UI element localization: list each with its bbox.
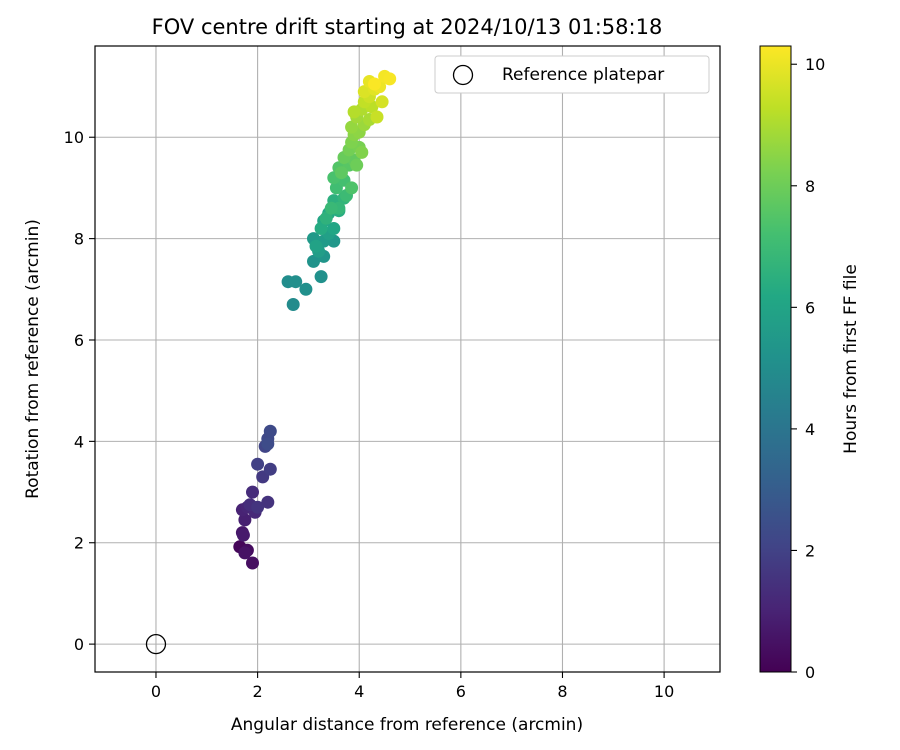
data-point — [324, 201, 338, 215]
data-point — [246, 556, 259, 570]
colorbar-tick-label: 10 — [805, 55, 825, 74]
data-point — [286, 298, 300, 311]
data-point — [327, 222, 341, 235]
data-point — [375, 95, 389, 109]
x-tick-label: 8 — [557, 682, 567, 701]
plot-frame — [94, 45, 721, 673]
colorbar-tick-label: 0 — [805, 663, 815, 682]
data-point — [368, 77, 381, 91]
data-point — [289, 275, 303, 289]
data-point — [263, 424, 277, 438]
legend: Reference platepar — [434, 55, 710, 94]
y-axis-ticks: 0 2 4 6 8 10 — [64, 128, 95, 654]
grid — [95, 46, 720, 672]
colorbar-label: Hours from first FF file — [841, 264, 861, 454]
data-point — [261, 437, 275, 451]
y-tick-label: 8 — [74, 230, 84, 249]
data-point — [299, 282, 313, 296]
data-point — [236, 528, 250, 542]
x-tick-label: 4 — [354, 682, 364, 701]
data-point — [261, 495, 275, 509]
data-point — [347, 105, 361, 119]
data-point — [251, 457, 265, 471]
data-point — [309, 239, 323, 253]
legend-marker-icon — [452, 64, 474, 86]
x-axis-ticks: 0 2 4 6 8 10 — [151, 672, 674, 701]
x-tick-label: 2 — [253, 682, 263, 701]
chart-title: FOV centre drift starting at 2024/10/13 … — [152, 15, 663, 39]
data-point — [246, 485, 259, 499]
colorbar-gradient — [759, 45, 792, 673]
data-point — [345, 120, 359, 134]
data-point — [314, 270, 328, 284]
data-point — [307, 254, 320, 268]
y-tick-label: 0 — [74, 635, 84, 654]
y-tick-label: 2 — [74, 534, 84, 553]
reference-marker-layer — [145, 633, 167, 655]
data-point — [238, 513, 252, 527]
y-tick-label: 4 — [74, 432, 84, 451]
data-point — [238, 546, 252, 560]
legend-box — [434, 55, 710, 94]
legend-label: Reference platepar — [502, 65, 664, 85]
colorbar-ticks: 0 2 4 6 8 10 — [791, 55, 825, 682]
data-point — [319, 211, 333, 225]
x-tick-label: 0 — [151, 682, 161, 701]
y-axis-label: Rotation from reference (arcmin) — [23, 219, 43, 499]
colorbar-tick-label: 6 — [805, 298, 815, 317]
data-point — [334, 166, 348, 180]
reference-platepar-marker — [145, 633, 167, 655]
x-axis-label: Angular distance from reference (arcmin) — [231, 715, 583, 735]
y-tick-label: 10 — [64, 128, 84, 147]
data-point — [370, 110, 384, 124]
data-point — [314, 222, 328, 235]
data-point — [383, 72, 397, 86]
data-point — [357, 85, 371, 99]
colorbar-tick-label: 4 — [805, 420, 815, 439]
colorbar: 0 2 4 6 8 10 Hours from first FF file — [759, 45, 861, 682]
data-point — [345, 181, 359, 195]
colorbar-tick-label: 2 — [805, 541, 815, 560]
data-point — [350, 158, 364, 172]
x-tick-label: 10 — [654, 682, 674, 701]
x-tick-label: 6 — [456, 682, 466, 701]
colorbar-tick-label: 8 — [805, 177, 815, 196]
y-tick-label: 6 — [74, 331, 84, 350]
data-point — [251, 500, 265, 514]
data-point — [355, 145, 369, 159]
data-points — [233, 69, 397, 570]
data-point — [263, 462, 277, 476]
